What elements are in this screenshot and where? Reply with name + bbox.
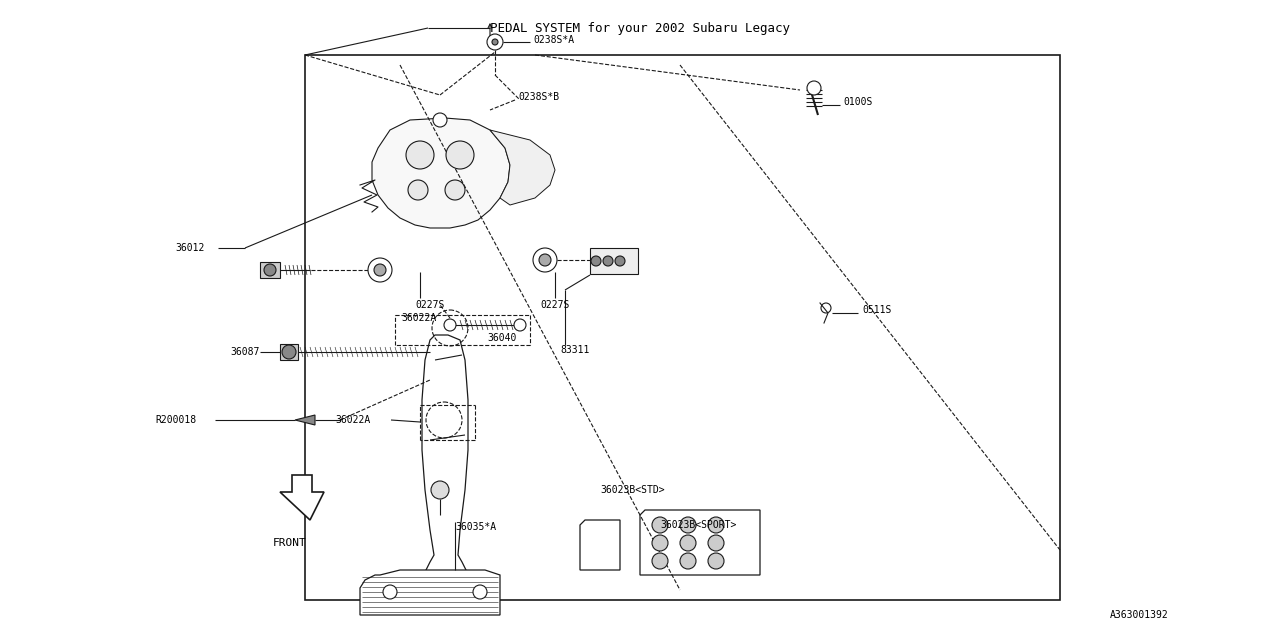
- Circle shape: [652, 517, 668, 533]
- Circle shape: [652, 553, 668, 569]
- Text: R200018: R200018: [155, 415, 196, 425]
- Circle shape: [369, 258, 392, 282]
- Circle shape: [532, 248, 557, 272]
- Polygon shape: [260, 262, 280, 278]
- Circle shape: [445, 180, 465, 200]
- Circle shape: [806, 81, 820, 95]
- Text: 0238S*B: 0238S*B: [518, 92, 559, 102]
- Text: 36040: 36040: [486, 333, 516, 343]
- Bar: [590, 248, 637, 274]
- Circle shape: [444, 319, 456, 331]
- Text: 36035*A: 36035*A: [454, 522, 497, 532]
- Text: 0238S*A: 0238S*A: [532, 35, 575, 45]
- Circle shape: [383, 585, 397, 599]
- Text: 36087: 36087: [230, 347, 260, 357]
- Circle shape: [708, 553, 724, 569]
- Circle shape: [652, 535, 668, 551]
- Text: 36022A: 36022A: [402, 313, 436, 323]
- Polygon shape: [294, 415, 315, 425]
- Circle shape: [539, 254, 550, 266]
- Circle shape: [431, 481, 449, 499]
- Polygon shape: [280, 475, 324, 520]
- Circle shape: [614, 256, 625, 266]
- Circle shape: [445, 141, 474, 169]
- Polygon shape: [490, 130, 556, 205]
- Circle shape: [406, 141, 434, 169]
- Polygon shape: [640, 510, 760, 575]
- Text: 36022A: 36022A: [335, 415, 370, 425]
- Circle shape: [408, 180, 428, 200]
- Text: FRONT: FRONT: [273, 538, 307, 548]
- Circle shape: [282, 345, 296, 359]
- Text: 0227S: 0227S: [415, 300, 444, 310]
- Circle shape: [515, 319, 526, 331]
- Polygon shape: [580, 520, 620, 570]
- Text: 36012: 36012: [175, 243, 205, 253]
- Text: 0511S: 0511S: [861, 305, 891, 315]
- Polygon shape: [422, 335, 468, 580]
- Circle shape: [680, 535, 696, 551]
- Polygon shape: [360, 570, 500, 615]
- Circle shape: [492, 39, 498, 45]
- Text: PEDAL SYSTEM for your 2002 Subaru Legacy: PEDAL SYSTEM for your 2002 Subaru Legacy: [490, 22, 790, 35]
- Text: 36023B<STD>: 36023B<STD>: [600, 485, 664, 495]
- Circle shape: [591, 256, 602, 266]
- Text: A363001392: A363001392: [1110, 610, 1169, 620]
- Circle shape: [474, 585, 486, 599]
- Circle shape: [680, 517, 696, 533]
- Circle shape: [433, 113, 447, 127]
- Polygon shape: [280, 344, 298, 360]
- Bar: [305, 55, 1060, 600]
- Circle shape: [680, 553, 696, 569]
- Text: 83311: 83311: [561, 345, 589, 355]
- Text: 0227S: 0227S: [540, 300, 570, 310]
- Circle shape: [708, 535, 724, 551]
- Circle shape: [374, 264, 387, 276]
- Polygon shape: [372, 118, 509, 228]
- Circle shape: [708, 517, 724, 533]
- Text: 36023B<SPORT>: 36023B<SPORT>: [660, 520, 736, 530]
- Text: 0100S: 0100S: [844, 97, 873, 107]
- Circle shape: [603, 256, 613, 266]
- Circle shape: [486, 34, 503, 50]
- Circle shape: [820, 303, 831, 313]
- Circle shape: [264, 264, 276, 276]
